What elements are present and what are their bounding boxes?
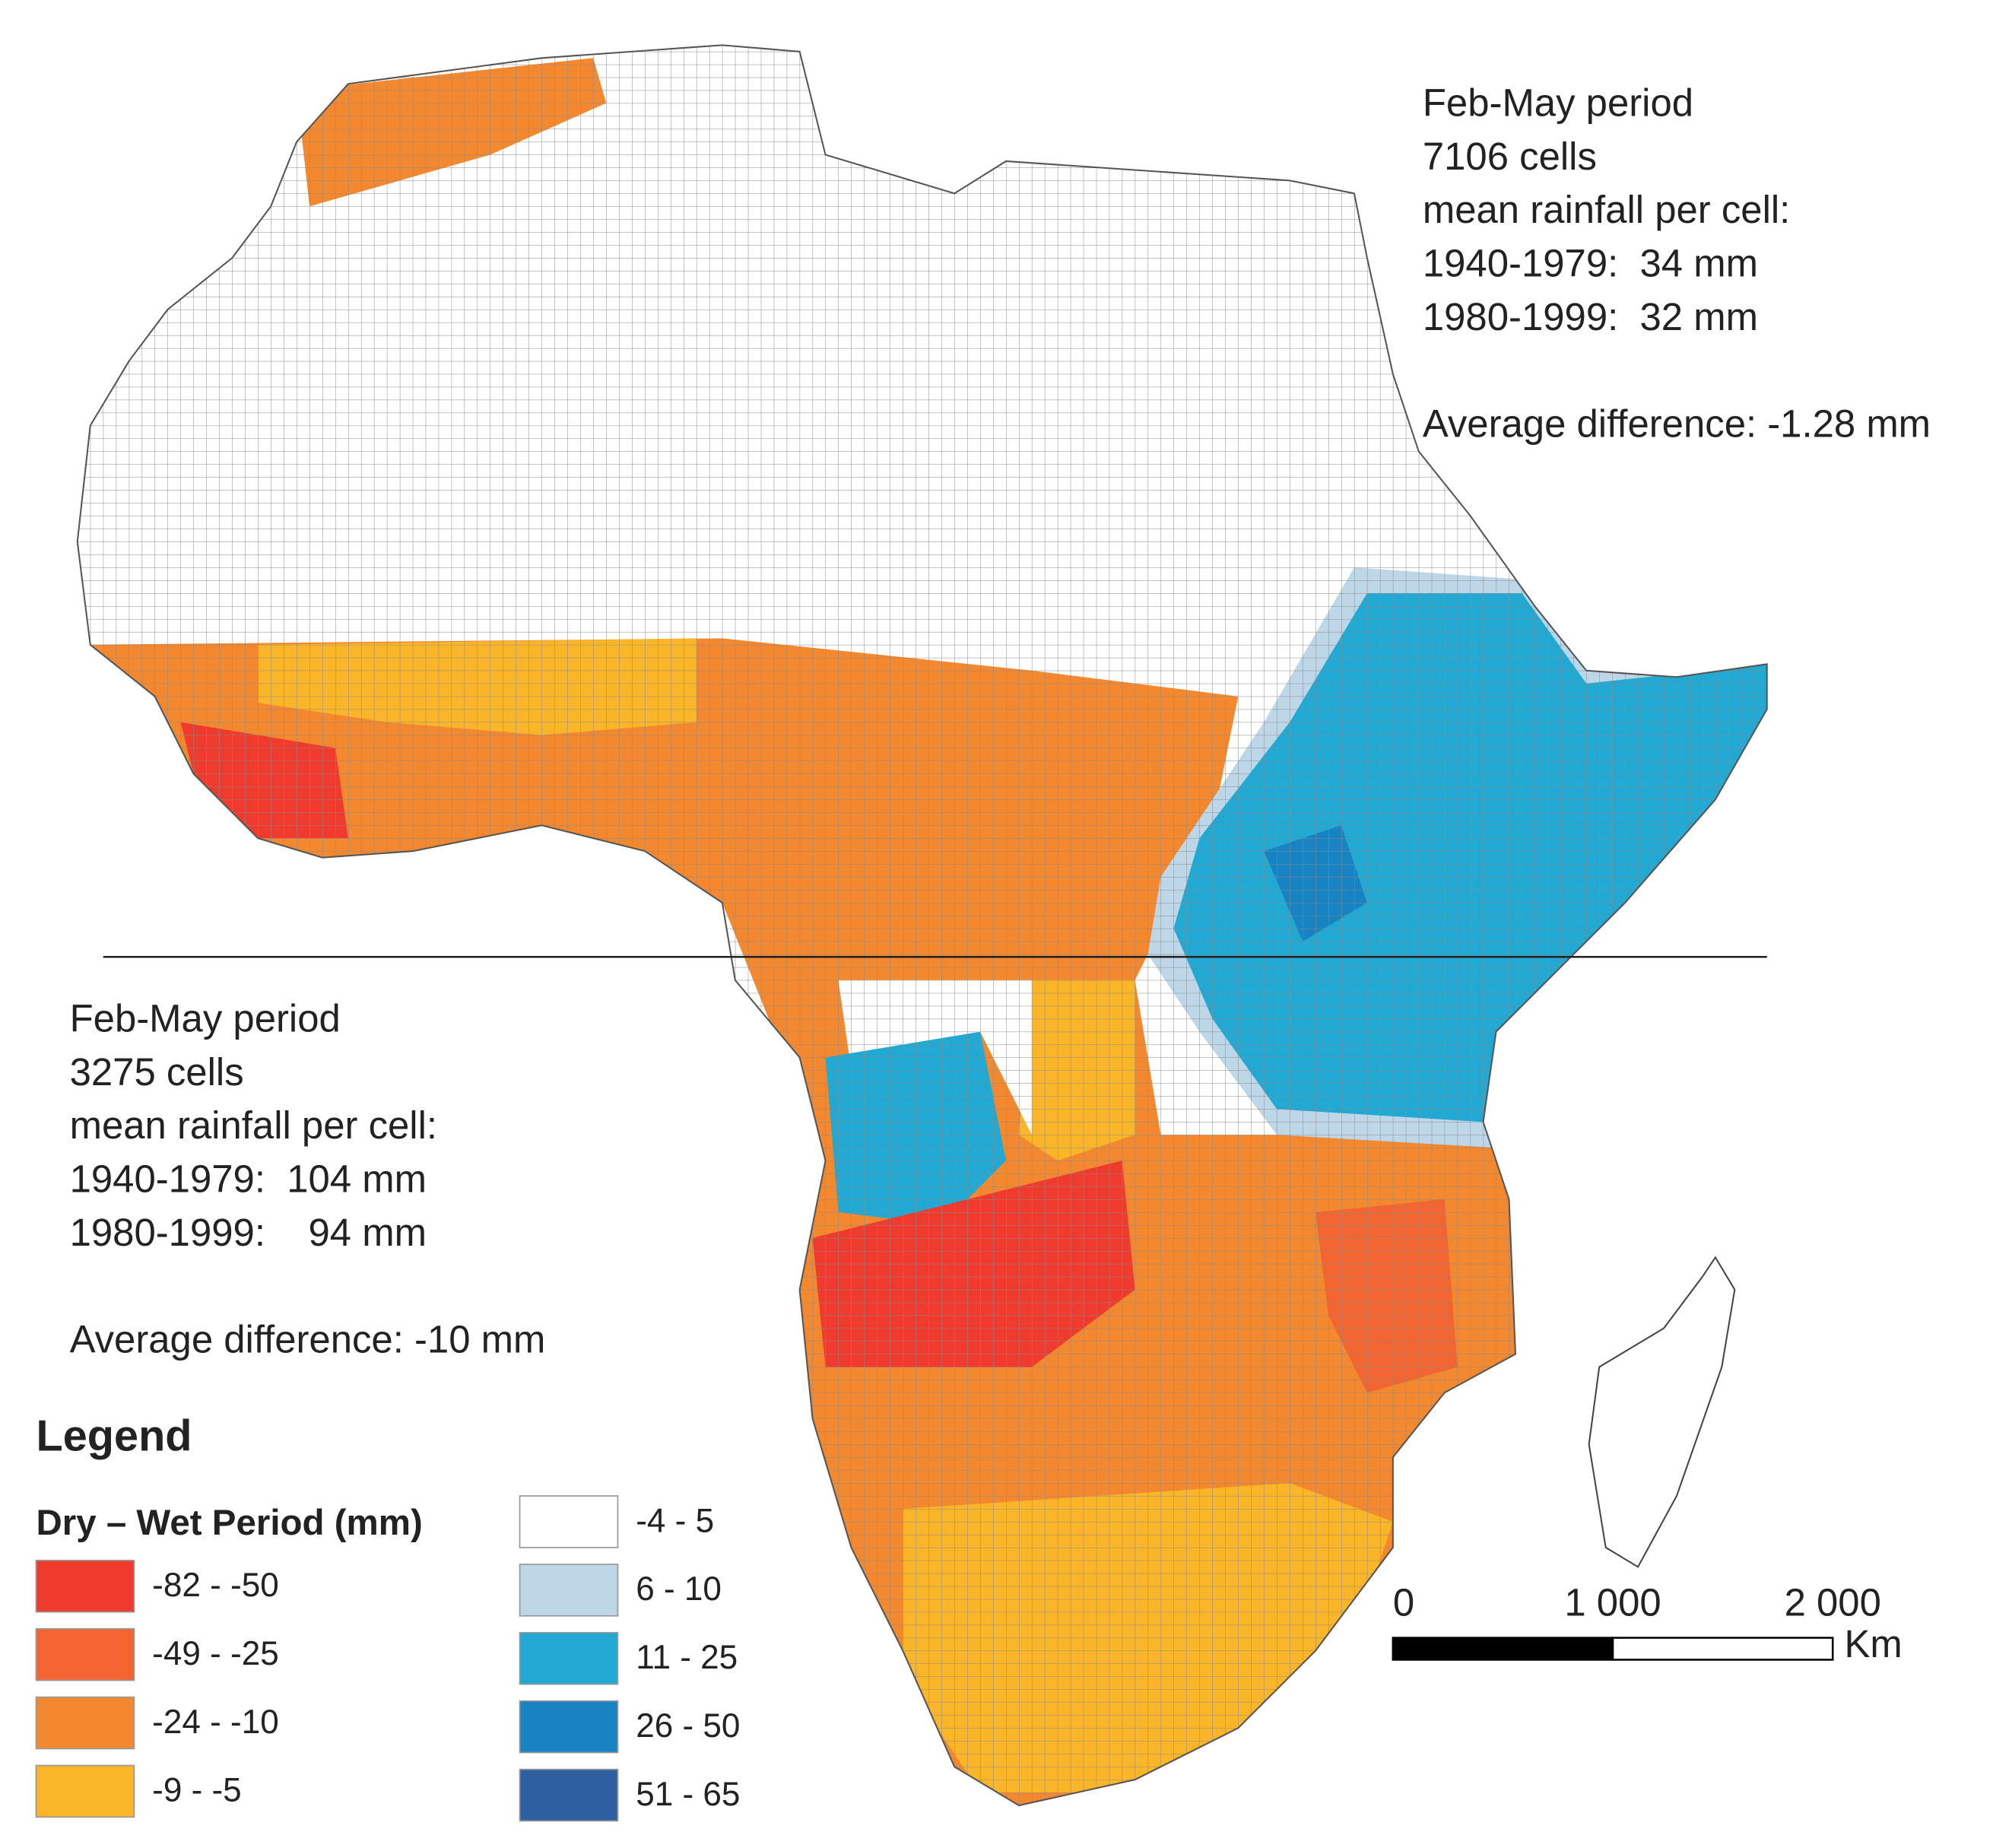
annotation-line: 1980-1999: 94 mm (70, 1211, 427, 1254)
legend-swatch (35, 1696, 135, 1750)
annotation-line: 1980-1999: 32 mm (1423, 295, 1758, 338)
scale-tick-label: 0 (1393, 1581, 1414, 1624)
legend-swatch (519, 1700, 619, 1754)
legend-label: 6 - 10 (636, 1570, 722, 1608)
legend-title: Legend (36, 1412, 192, 1461)
legend-swatch (35, 1560, 135, 1613)
legend-label: -82 - -50 (152, 1567, 279, 1604)
scale-unit: Km (1845, 1622, 1903, 1665)
legend-label: 51 - 65 (636, 1776, 740, 1813)
annotation-line: Feb-May period (1423, 81, 1693, 124)
annotation-line: mean rainfall per cell: (1423, 188, 1790, 231)
legend-swatch (519, 1564, 619, 1617)
annotation-line: 1940-1979: 104 mm (70, 1157, 427, 1201)
annotation-line: 1940-1979: 34 mm (1423, 242, 1758, 285)
legend: Legend Dry – Wet Period (mm) -82 - -50 -4… (35, 1412, 740, 1822)
scale-tick-label: 2 000 (1785, 1581, 1881, 1624)
annotation-line: Feb-May period (70, 996, 341, 1040)
annotation-difference: Average difference: -1.28 mm (1423, 402, 1931, 446)
legend-label: -9 - -5 (152, 1772, 242, 1809)
annotation-line: 3275 cells (70, 1050, 244, 1094)
legend-swatch (519, 1768, 619, 1822)
annotations: Feb-May period 7106 cells mean rainfall pe… (70, 81, 1931, 1361)
legend-label: -49 - -25 (152, 1635, 279, 1672)
legend-swatch (35, 1764, 135, 1818)
annotation-line: 7106 cells (1423, 135, 1597, 178)
legend-swatch (519, 1631, 619, 1685)
legend-subtitle: Dry – Wet Period (mm) (36, 1503, 422, 1543)
scale-segment (1611, 1637, 1834, 1661)
scale-segment (1392, 1637, 1614, 1661)
legend-label: 11 - 25 (636, 1639, 738, 1676)
annotation-difference: Average difference: -10 mm (70, 1318, 546, 1361)
legend-label: 26 - 50 (636, 1707, 740, 1745)
madagascar (1588, 1256, 1736, 1568)
legend-swatch (519, 1495, 619, 1548)
legend-label: -24 - -10 (152, 1704, 279, 1741)
annotation-line: mean rainfall per cell: (70, 1103, 437, 1147)
legend-swatch (35, 1627, 135, 1681)
legend-label: -4 - 5 (636, 1502, 714, 1539)
scale-tick-label: 1 000 (1564, 1581, 1661, 1624)
